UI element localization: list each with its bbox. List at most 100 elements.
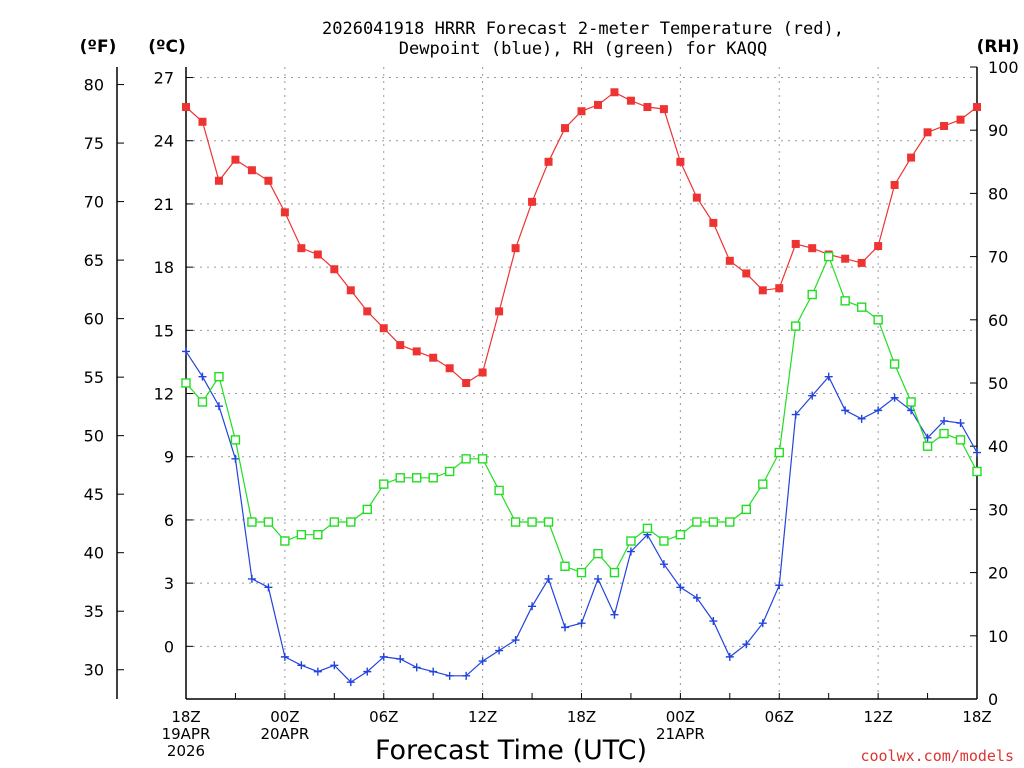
rh-point (214, 371, 224, 382)
fahrenheit-tick-label: 65 (84, 251, 104, 270)
dewpoint-point (890, 393, 899, 402)
temperature-point (478, 368, 487, 377)
celsius-tick-label: 12 (154, 385, 174, 404)
fahrenheit-tick-label: 40 (84, 544, 104, 563)
temperature-point (429, 353, 438, 362)
celsius-tick-label: 0 (164, 637, 174, 656)
temperature-point (709, 218, 718, 227)
rh-point (856, 302, 867, 312)
rh-tick-label: 0 (988, 690, 998, 709)
rh-tick-label: 70 (988, 248, 1008, 267)
chart-title-line-1: 2026041918 HRRR Forecast 2-meter Tempera… (322, 19, 844, 39)
temperature-point (874, 242, 883, 251)
temperature-point (643, 103, 652, 112)
rh-tick-label: 10 (988, 627, 1008, 646)
dewpoint-point (824, 372, 833, 381)
dewpoint-point (198, 372, 207, 381)
temperature-point (791, 239, 800, 248)
dewpoint-point (692, 593, 701, 602)
rh-point (939, 428, 949, 439)
rh-point (313, 529, 323, 540)
temperature-point (330, 265, 339, 274)
rh-point (725, 517, 735, 527)
dewpoint-point (297, 661, 306, 670)
x-axis-title: Forecast Time (UTC) (375, 735, 647, 766)
rh-point (741, 504, 751, 515)
x-tick-label: 00Z (270, 708, 299, 726)
temperature-point (676, 157, 685, 166)
series-lines (181, 88, 982, 687)
temperature-point (231, 155, 240, 164)
dewpoint-point (528, 602, 537, 611)
rh-point (280, 536, 290, 546)
x-tick-label: 06Z (369, 708, 398, 726)
celsius-axis-label: (ºC) (148, 37, 186, 57)
temperature-point (758, 286, 767, 295)
celsius-tick-label: 24 (154, 132, 174, 151)
dewpoint-point (363, 667, 372, 676)
dewpoint-point (478, 657, 487, 666)
dewpoint-point (511, 636, 520, 645)
temperature-point (956, 115, 965, 124)
temperature-point (528, 197, 537, 206)
dewpoint-point (742, 640, 751, 649)
rh-point (922, 441, 933, 451)
x-tick-label: 18Z (962, 708, 991, 726)
rh-point (889, 359, 900, 369)
temperature-point (923, 128, 932, 137)
credit-text: coolwx.com/models (860, 747, 1014, 765)
celsius-tick-label: 27 (154, 69, 174, 88)
temperature-point (610, 88, 619, 97)
temperature-point (725, 256, 734, 265)
dewpoint-point (791, 410, 800, 419)
x-tick-label: 20APR (260, 725, 309, 743)
dewpoint-point (214, 402, 223, 411)
dewpoint-point (247, 574, 256, 583)
rh-point (708, 517, 719, 527)
temperature-point (346, 286, 355, 295)
rh-tick-label: 90 (988, 121, 1008, 140)
rh-tick-label: 30 (988, 500, 1008, 519)
rh-point (296, 529, 307, 540)
rh-point (230, 435, 241, 445)
rh-point (807, 289, 817, 300)
rh-point (791, 321, 801, 331)
rh-point (642, 523, 653, 534)
rh-point (477, 454, 488, 464)
x-tick-label: 06Z (765, 708, 794, 726)
celsius-tick-label: 9 (164, 448, 174, 467)
x-tick-label: 12Z (468, 708, 497, 726)
rh-point (379, 479, 389, 489)
temperature-point (379, 324, 388, 333)
rh-point (576, 567, 587, 578)
fahrenheit-tick-label: 80 (84, 76, 104, 95)
rh-point (247, 517, 257, 527)
dewpoint-point (412, 663, 421, 672)
temperature-point (841, 254, 850, 263)
rh-point (593, 548, 603, 559)
x-tick-label: 18Z (171, 708, 200, 726)
rh-point (774, 447, 784, 458)
temperature-point (214, 176, 223, 185)
dewpoint-point (973, 448, 981, 457)
rh-point (659, 536, 669, 546)
dewpoint-point (445, 671, 454, 680)
dewpoint-point (462, 671, 471, 680)
rh-point (444, 466, 455, 477)
rh-point (823, 251, 834, 262)
rh-point (395, 473, 405, 483)
dewpoint-point (841, 406, 850, 415)
temperature-point (857, 258, 866, 267)
rh-tick-label: 50 (988, 374, 1008, 393)
dewpoint-point (940, 416, 949, 425)
dewpoint-point (544, 574, 553, 583)
temperature-point (511, 244, 520, 253)
temperature-point (593, 100, 602, 109)
rh-point (510, 517, 521, 527)
fahrenheit-tick-label: 55 (84, 368, 104, 387)
dewpoint-point (396, 654, 405, 663)
dewpoint-point (577, 619, 586, 628)
rh-tick-label: 40 (988, 437, 1008, 456)
x-tick-label: 12Z (863, 708, 892, 726)
rh-tick-label: 80 (988, 184, 1008, 203)
